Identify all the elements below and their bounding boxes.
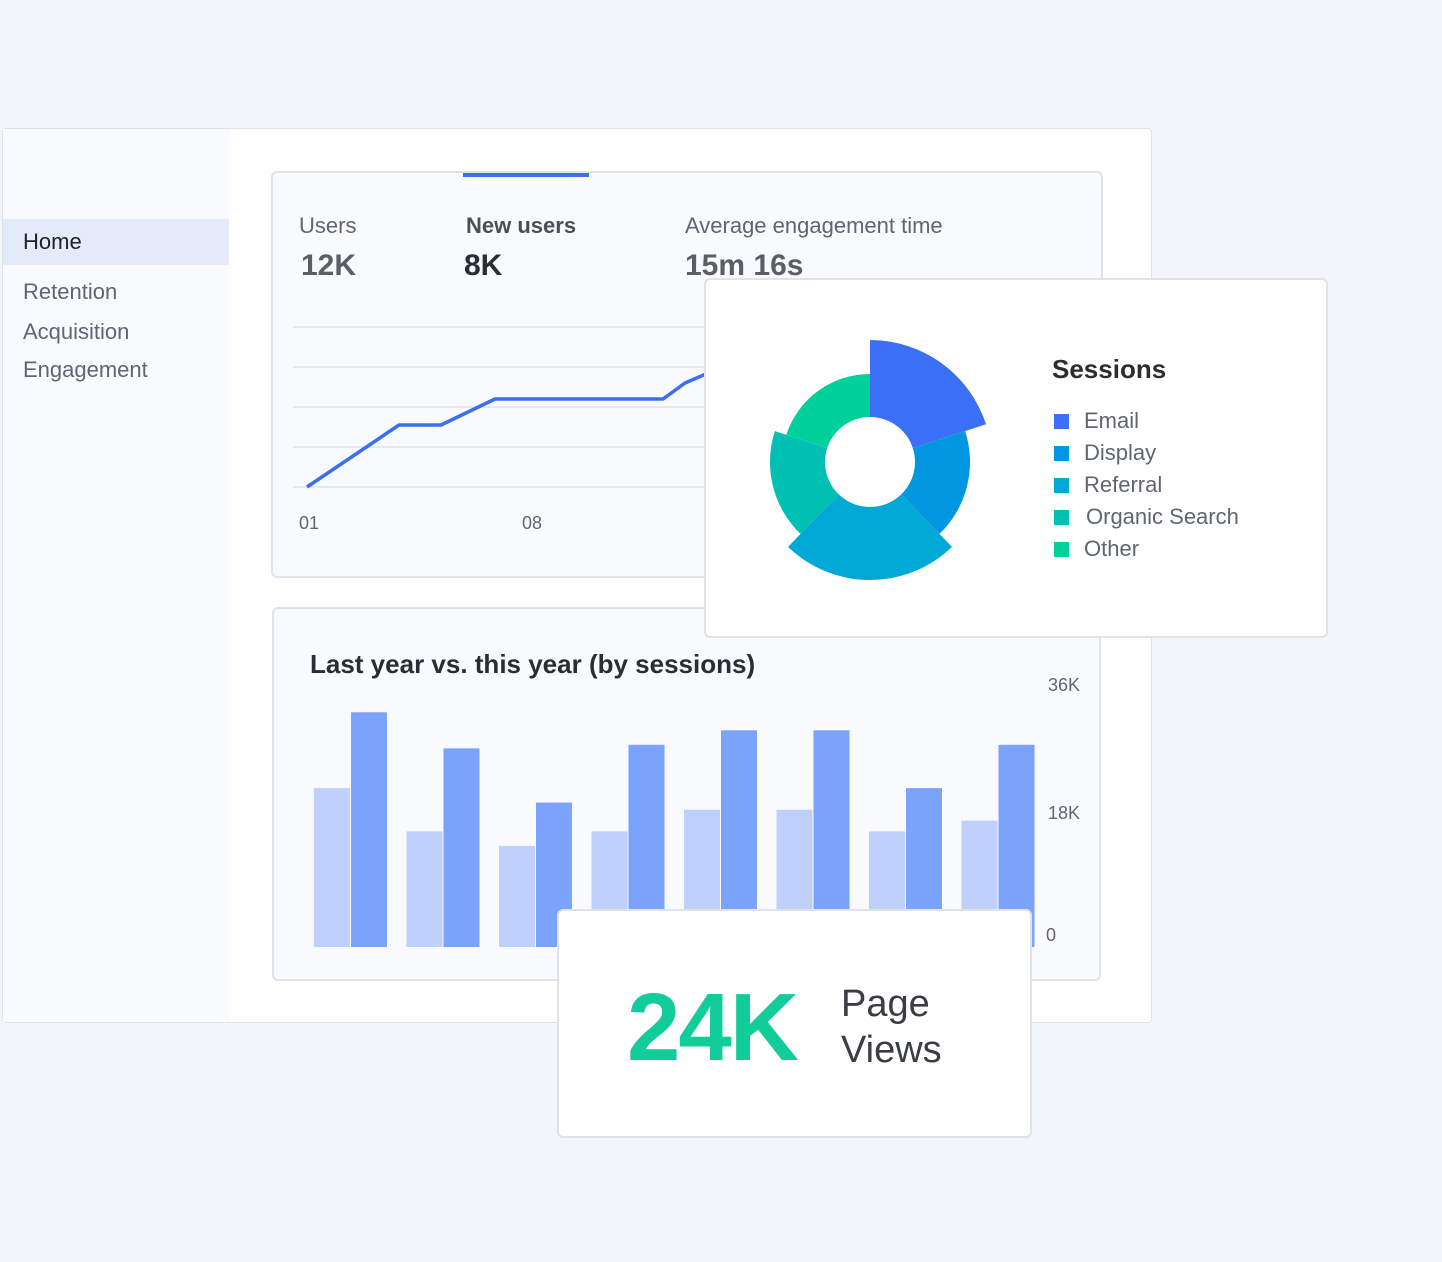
sidebar-item-retention[interactable]: Retention bbox=[3, 279, 229, 305]
legend-item-label: Display bbox=[1084, 440, 1157, 465]
bar-chart bbox=[314, 712, 1035, 947]
legend-swatch bbox=[1054, 414, 1069, 429]
bar-this-year bbox=[351, 712, 387, 947]
users-value: 12K bbox=[301, 249, 357, 282]
donut-segment-email bbox=[870, 340, 987, 449]
page-views-label-line1: Page bbox=[841, 983, 930, 1025]
sessions-popup: Sessions Email Display Referral Organic Sea… bbox=[704, 278, 1328, 638]
sessions-donut-chart bbox=[770, 340, 987, 580]
sidebar-item-label: Retention bbox=[23, 279, 118, 304]
donut-segment-display bbox=[901, 431, 970, 534]
bar-last-year bbox=[314, 788, 350, 947]
page-views-popup: 24K Page Views bbox=[557, 909, 1032, 1138]
tab-new-users[interactable]: New users bbox=[466, 213, 577, 238]
sidebar-item-label: Home bbox=[23, 229, 82, 254]
bar-chart-title: Last year vs. this year (by sessions) bbox=[310, 649, 756, 679]
legend-item-label: Other bbox=[1084, 536, 1140, 561]
legend-item-label: Organic Search bbox=[1086, 504, 1239, 529]
line-chart bbox=[293, 326, 714, 489]
sidebar-item-home[interactable]: Home bbox=[3, 219, 229, 265]
y-tick-label: 18K bbox=[1048, 803, 1081, 823]
legend-swatch bbox=[1054, 510, 1069, 525]
tab-users[interactable]: Users bbox=[299, 213, 357, 238]
page-views-label-line2: Views bbox=[841, 1029, 942, 1071]
new-users-value: 8K bbox=[464, 249, 503, 282]
legend-item-label: Referral bbox=[1084, 472, 1163, 497]
bar-last-year bbox=[406, 831, 443, 947]
sidebar-item-label: Engagement bbox=[23, 357, 148, 382]
legend-swatch bbox=[1054, 446, 1069, 461]
bar-this-year bbox=[443, 748, 480, 947]
x-tick-label: 01 bbox=[299, 513, 320, 533]
donut-segment-other bbox=[786, 374, 870, 449]
sidebar-item-label: Acquisition bbox=[23, 319, 130, 344]
legend-swatch bbox=[1054, 478, 1069, 493]
page-views-value: 24K bbox=[627, 974, 799, 1081]
donut-segment-organic-search bbox=[770, 431, 839, 534]
legend-item-label: Email bbox=[1084, 408, 1140, 433]
sidebar-item-acquisition[interactable]: Acquisition bbox=[3, 319, 229, 345]
bar-last-year bbox=[499, 845, 535, 947]
donut-segment-referral bbox=[788, 494, 952, 580]
y-tick-label: 36K bbox=[1048, 675, 1081, 695]
users-series-line bbox=[306, 369, 714, 489]
sidebar-item-engagement[interactable]: Engagement bbox=[3, 357, 229, 383]
legend-swatch bbox=[1054, 542, 1069, 557]
y-tick-label: 0 bbox=[1046, 925, 1057, 945]
x-tick-label: 08 bbox=[522, 513, 543, 533]
sidebar: Home Retention Acquisition Engagement bbox=[3, 129, 229, 1022]
engagement-time-value: 15m 16s bbox=[685, 249, 804, 282]
tab-engagement-time[interactable]: Average engagement time bbox=[685, 213, 943, 238]
sessions-title: Sessions bbox=[1052, 354, 1167, 384]
active-tab-indicator bbox=[463, 173, 589, 177]
